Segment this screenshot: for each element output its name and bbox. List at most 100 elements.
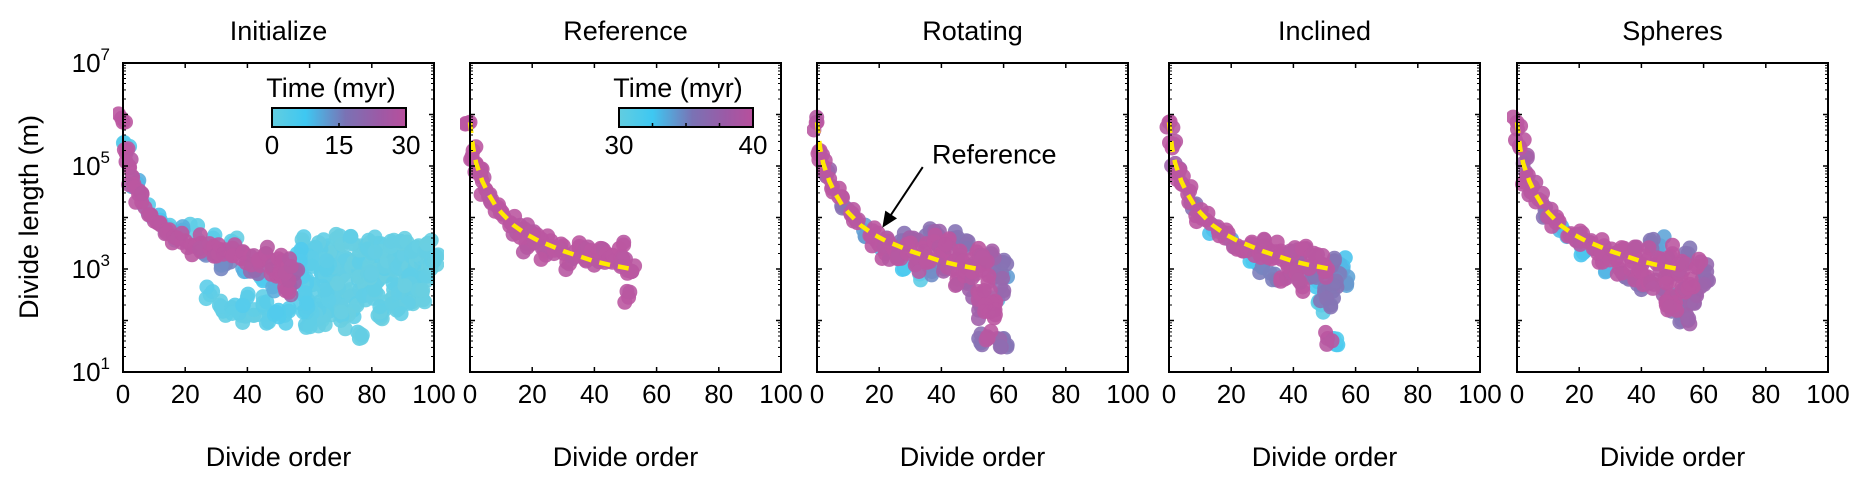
x-tick-label: 80: [357, 379, 386, 409]
data-point: [1693, 254, 1709, 270]
data-point: [415, 282, 431, 298]
data-point: [981, 268, 997, 284]
y-tick-label: 101: [72, 354, 110, 387]
x-tick-label: 80: [1051, 379, 1080, 409]
data-point: [192, 227, 208, 243]
data-point: [281, 284, 297, 300]
reference-curve: [467, 121, 633, 272]
data-point: [268, 304, 284, 320]
data-point: [240, 286, 256, 302]
data-point: [979, 254, 995, 269]
data-point: [1183, 179, 1199, 195]
scatter-points: [807, 109, 1015, 355]
data-point: [1682, 276, 1698, 292]
y-tick-label: 107: [72, 45, 110, 78]
data-point: [1662, 299, 1677, 315]
data-point: [1323, 299, 1339, 315]
x-tick-label: 100: [759, 379, 802, 409]
data-point: [1319, 336, 1335, 352]
data-point: [1645, 280, 1661, 296]
x-tick-label: 100: [412, 379, 455, 409]
data-point: [337, 321, 353, 337]
data-point: [319, 253, 335, 269]
data-point: [995, 270, 1010, 286]
data-point: [372, 299, 388, 315]
panel-reference: Reference 0 20 40 60 80 100 Divide order Time (m…: [460, 16, 803, 472]
data-point: [364, 265, 380, 281]
panel-title: Inclined: [1278, 16, 1371, 46]
data-point: [384, 296, 400, 312]
reference-curve: [1166, 121, 1332, 272]
reference-curve: [1514, 121, 1680, 272]
x-tick-label: 60: [989, 379, 1018, 409]
x-tick-label: 100: [1458, 379, 1501, 409]
data-point: [302, 319, 318, 335]
data-point: [976, 283, 992, 298]
x-tick-label: 80: [1751, 379, 1780, 409]
x-axis-label: Divide order: [206, 442, 352, 472]
panel-spheres: Spheres 0 20 40 60 80 100 Divide order: [1507, 16, 1850, 472]
x-tick-label: 0: [810, 379, 824, 409]
colorbar-tick-label: 30: [605, 130, 634, 160]
data-point: [343, 228, 359, 244]
data-point: [992, 339, 1008, 355]
data-point: [118, 154, 134, 170]
colorbar-tick-label: 30: [392, 130, 421, 160]
data-point: [938, 237, 953, 252]
data-point: [329, 276, 345, 291]
scatter-points: [1507, 109, 1716, 332]
data-point: [1641, 240, 1657, 256]
data-point: [1194, 211, 1210, 226]
data-point: [1218, 222, 1234, 238]
x-tick-label: 40: [233, 379, 262, 409]
data-point: [987, 307, 1003, 323]
colorbar-tick-label: 40: [739, 130, 768, 160]
colorbar-tick-label: 0: [265, 130, 279, 160]
data-point: [367, 244, 383, 260]
x-axis-label: Divide order: [1600, 442, 1746, 472]
annotation-arrowhead: [882, 210, 897, 228]
data-point: [366, 282, 382, 298]
data-point: [1269, 234, 1285, 250]
x-tick-label: 0: [463, 379, 477, 409]
data-point: [473, 169, 489, 185]
data-point: [1315, 248, 1331, 263]
data-point: [831, 180, 847, 196]
y-tick-label: 105: [72, 148, 110, 181]
x-tick-label: 60: [1689, 379, 1718, 409]
x-tick-label: 80: [704, 379, 733, 409]
x-tick-label: 20: [865, 379, 894, 409]
data-point: [1665, 237, 1680, 253]
panel-initialize: Initialize 0 20 40 60 80 100 107 105 103 101 Divide…: [72, 16, 456, 472]
x-tick-label: 100: [1806, 379, 1849, 409]
data-point: [924, 267, 940, 283]
data-point: [558, 262, 574, 278]
x-tick-label: 20: [1217, 379, 1246, 409]
data-point: [846, 213, 861, 229]
data-point: [134, 185, 150, 201]
data-point: [354, 327, 370, 343]
colorbar-label: Time (myr): [613, 73, 742, 103]
data-point: [1681, 311, 1697, 327]
data-point: [259, 239, 275, 255]
x-tick-label: 40: [1279, 379, 1308, 409]
data-point: [903, 235, 919, 251]
colorbar: Time (myr) 0 15 30: [265, 73, 421, 160]
data-point: [1256, 231, 1272, 247]
data-point: [864, 238, 880, 254]
x-tick-label: 40: [580, 379, 609, 409]
data-point: [299, 295, 315, 311]
data-point: [533, 251, 549, 267]
x-tick-label: 0: [1510, 379, 1524, 409]
data-point: [627, 258, 643, 274]
x-tick-label: 20: [171, 379, 200, 409]
data-point: [393, 306, 409, 322]
colorbar: Time (myr) 30 40: [605, 73, 768, 160]
x-tick-label: 100: [1106, 379, 1149, 409]
data-point: [259, 294, 275, 310]
x-axis-label: Divide order: [900, 442, 1046, 472]
data-point: [224, 306, 240, 321]
data-point: [1658, 275, 1674, 291]
x-tick-label: 60: [642, 379, 671, 409]
